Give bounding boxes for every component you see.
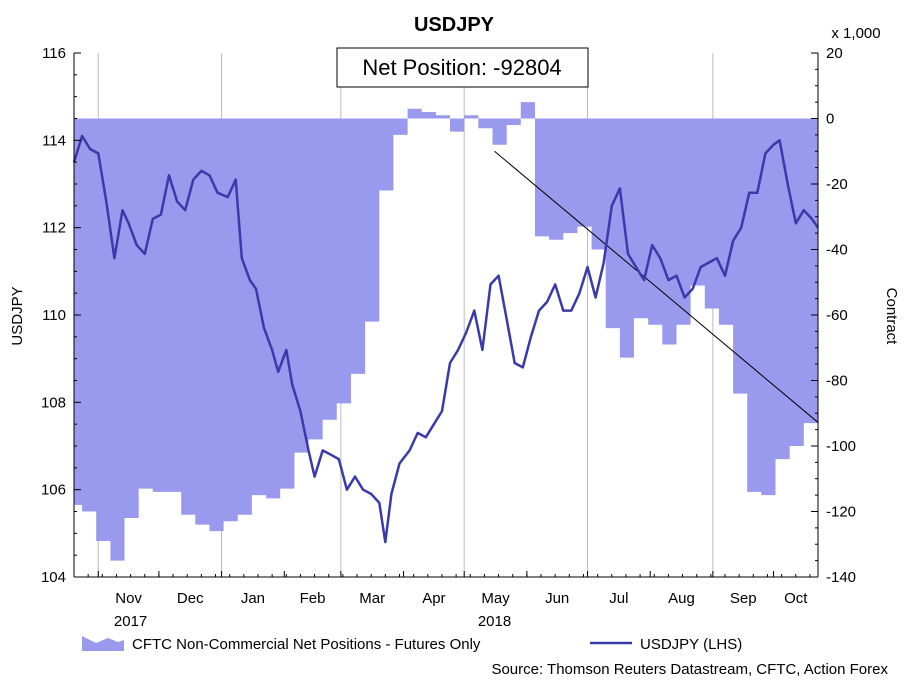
- right-tick-label: 0: [826, 111, 834, 128]
- x-month-label: Jul: [609, 590, 628, 607]
- right-tick-label: -100: [826, 438, 856, 455]
- right-tick-label: -60: [826, 307, 848, 324]
- legend-area-label: CFTC Non-Commercial Net Positions - Futu…: [132, 636, 481, 653]
- right-axis-multiplier: x 1,000: [831, 25, 880, 42]
- x-month-label: Nov: [115, 590, 142, 607]
- right-axis: -140 -120 -100 -80 -60 -40 -20 0 20: [811, 45, 856, 586]
- x-month-label: May: [481, 590, 510, 607]
- x-month-label: Oct: [784, 590, 808, 607]
- usdjpy-series-line: [72, 134, 820, 544]
- source-text: Source: Thomson Reuters Datastream, CFTC…: [491, 661, 888, 678]
- plot-area: [72, 53, 820, 577]
- net-positions-area: [74, 102, 818, 561]
- right-tick-label: -20: [826, 176, 848, 193]
- x-month-label: Dec: [177, 590, 204, 607]
- trend-line: [494, 150, 819, 423]
- right-axis-label: Contract: [883, 288, 900, 346]
- right-tick-label: -140: [826, 569, 856, 586]
- x-month-label: Jan: [241, 590, 265, 607]
- right-tick-label: -40: [826, 242, 848, 259]
- right-tick-label: 20: [826, 45, 843, 62]
- x-month-label: Apr: [422, 590, 445, 607]
- legend-line-label: USDJPY (LHS): [640, 636, 742, 653]
- x-year-label: 2018: [478, 613, 511, 630]
- annotation-box: [336, 47, 589, 88]
- left-tick-label: 106: [41, 482, 66, 499]
- left-tick-label: 104: [41, 569, 66, 586]
- x-month-label: Jun: [545, 590, 569, 607]
- x-year-label: 2017: [114, 613, 147, 630]
- left-axis-label: USDJPY: [9, 286, 26, 345]
- annotation-text: Net Position: -92804: [362, 55, 561, 80]
- chart-title: USDJPY: [414, 14, 495, 36]
- left-tick-label: 112: [42, 220, 66, 237]
- x-month-label: Mar: [359, 590, 385, 607]
- net-position-annotation: Net Position: -92804: [336, 47, 589, 88]
- annotation-leader-line: [494, 150, 819, 423]
- left-axis: 104 106 108 110 112 114 116: [41, 45, 81, 586]
- left-tick-label: 108: [41, 394, 66, 411]
- x-month-label: Aug: [668, 590, 695, 607]
- x-month-label: Feb: [300, 590, 326, 607]
- x-month-label: Sep: [730, 590, 757, 607]
- left-tick-label: 116: [42, 45, 66, 62]
- left-tick-label: 114: [42, 132, 66, 149]
- left-tick-label: 110: [42, 307, 66, 324]
- right-tick-label: -120: [826, 504, 856, 521]
- right-tick-label: -80: [826, 373, 848, 390]
- usdjpy-line: [72, 134, 820, 544]
- legend: CFTC Non-Commercial Net Positions - Futu…: [82, 636, 742, 653]
- x-axis: Nov Dec Jan Feb Mar Apr May Jun Jul Aug Sep Oct 2017…: [73, 571, 811, 630]
- legend-area-swatch: [82, 636, 124, 651]
- net-positions-step-area: [74, 102, 818, 561]
